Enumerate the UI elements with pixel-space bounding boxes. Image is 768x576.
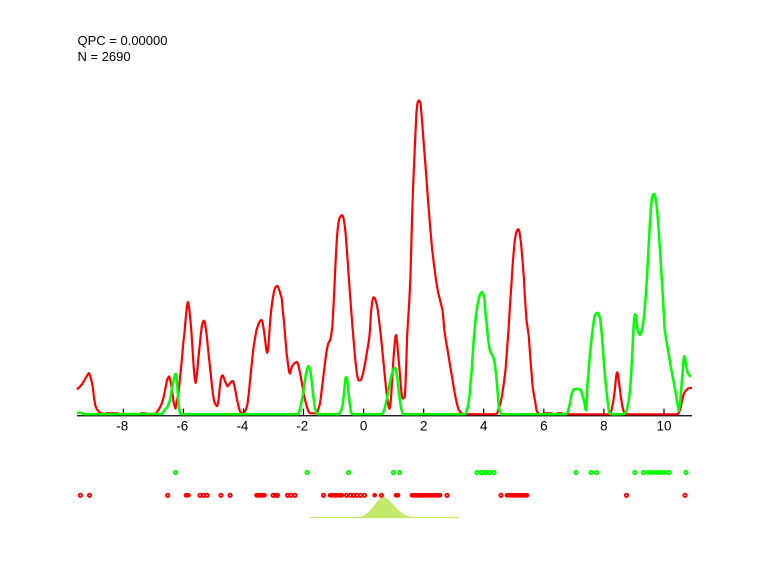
svg-text:2: 2: [420, 419, 427, 434]
svg-text:0: 0: [360, 419, 367, 434]
svg-text:-6: -6: [176, 419, 188, 434]
svg-text:4: 4: [480, 419, 488, 434]
svg-text:-2: -2: [296, 419, 308, 434]
svg-text:10: 10: [657, 419, 672, 434]
svg-text:-4: -4: [236, 419, 248, 434]
svg-text:6: 6: [540, 419, 547, 434]
svg-text:-8: -8: [116, 419, 128, 434]
svg-text:8: 8: [600, 419, 607, 434]
